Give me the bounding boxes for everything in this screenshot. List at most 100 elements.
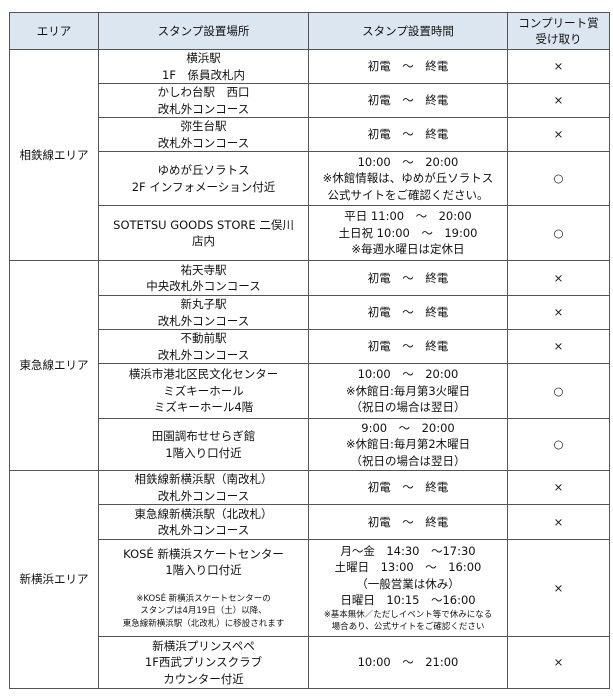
location-cell: 弥生台駅改札外コンコース	[98, 117, 309, 152]
hours-cell: 10:00 ～ 20:00 ※休館情報は、ゆめが丘ソラトス 公式サイトをご確認くださ…	[308, 151, 508, 206]
location-cell: 東急線新横浜駅（北改札） 改札外コンコース	[98, 504, 309, 540]
table-row: 新丸子駅改札外コンコース 初電 ～ 終電 ×	[10, 295, 610, 330]
location-line: 改札外コンコース	[157, 135, 250, 150]
location-line: 新丸子駅	[180, 297, 227, 311]
location-cell: 横浜市港北区民文化センター ミズキーホール ミズキーホール4階	[98, 363, 309, 419]
location-line: 店内	[192, 234, 215, 248]
complete-status: ×	[507, 504, 610, 540]
location-line: 1F西武プリンスクラブ	[144, 655, 263, 670]
hours-cell: 初電 ～ 終電	[308, 49, 508, 84]
location-line: 新横浜プリンスペペ	[152, 638, 255, 653]
location-line: 中央改札外コンコース	[146, 279, 261, 293]
hours-line: 公式サイトをご確認ください。	[327, 187, 489, 202]
table-row: 田園調布せせらぎ館 1階入り口付近 9:00 ～ 20:00 ※休館日:毎月第2木曜日…	[10, 418, 610, 471]
location-line: 祐天寺駅	[180, 262, 227, 277]
hours-cell: 初電 ～ 終電	[308, 117, 508, 152]
hours-line: ※休館日:毎月第2木曜日	[345, 437, 471, 452]
location-cell: SOTETSU GOODS STORE 二俣川 店内	[98, 205, 309, 261]
hours-line: 初電 ～ 終電	[367, 305, 449, 320]
location-line: 横浜駅	[186, 51, 221, 65]
location-note-line: ※KOSÉ 新横浜スケートセンターの	[136, 593, 271, 604]
location-line: 田園調布せせらぎ館	[151, 429, 256, 443]
hours-line: 10:00 ～ 20:00	[357, 367, 459, 382]
location-line: 1F 係員改札内	[162, 67, 245, 82]
header-complete-line: コンプリート賞	[518, 15, 599, 30]
table-row: 東急線エリア 祐天寺駅 中央改札外コンコース 初電 ～ 終電 ×	[9, 260, 610, 471]
location-cell: 田園調布せせらぎ館 1階入り口付近	[98, 418, 309, 471]
hours-line: 初電 ～ 終電	[367, 480, 449, 495]
location-cell: 横浜駅 1F 係員改札内	[98, 49, 309, 84]
hours-line: 初電 ～ 終電	[367, 127, 449, 142]
table-row: 横浜市港北区民文化センター ミズキーホール ミズキーホール4階 10:00 ～ 20:…	[10, 363, 610, 419]
table-row: かしわ台駅 西口 改札外コンコース 初電 ～ 終電 ×	[10, 83, 610, 118]
location-line: 弥生台駅	[180, 119, 227, 133]
area-cell: 新横浜エリア	[9, 470, 99, 689]
complete-status: ×	[507, 329, 610, 364]
hours-line: 土日祝 10:00 ～ 19:00	[338, 225, 478, 240]
hours-note-line: ※基本無休／ただしイベント等で休みになる	[323, 609, 493, 620]
location-line: 1階入り口付近	[165, 563, 242, 578]
hours-line: 土曜日 13:00 ～ 16:00	[334, 560, 482, 574]
location-line: ゆめが丘ソラトス	[157, 163, 250, 177]
complete-status: ○	[507, 363, 610, 419]
hours-cell: 初電 ～ 終電	[308, 504, 508, 540]
complete-status: ×	[507, 295, 610, 330]
location-line: 相鉄線新横浜駅（南改札）	[134, 472, 273, 486]
location-line: 改札外コンコース	[157, 101, 250, 116]
table-row: SOTETSU GOODS STORE 二俣川 店内 平日 11:00 ～ 20:0…	[10, 205, 610, 261]
table-row: 新横浜エリア 相鉄線新横浜駅（南改札） 改札外コンコース 初電 ～ 終電 ×	[9, 470, 610, 689]
location-line: 改札外コンコース	[157, 488, 250, 503]
hours-line: ※毎週水曜日は定休日	[351, 242, 465, 257]
location-cell: ゆめが丘ソラトス 2F インフォメーション付近	[98, 151, 309, 206]
table-row: 不動前駅 改札外コンコース 初電 ～ 終電 ×	[10, 329, 610, 364]
complete-status: ×	[507, 260, 610, 296]
hours-cell: 月～金 14:30 ～17:30 土曜日 13:00 ～ 16:00 （一般営業は休…	[308, 539, 508, 637]
hours-cell: 初電 ～ 終電	[308, 329, 508, 364]
location-line: カウンター付近	[163, 671, 244, 686]
location-note-line: スタンプは4月19日（土）以降、	[140, 606, 267, 617]
hours-line: 10:00 ～ 20:00	[357, 154, 459, 169]
complete-status: ×	[507, 636, 610, 689]
hours-line: 日曜日 10:15 ～16:00	[340, 593, 476, 607]
hours-cell: 10:00 ～ 21:00	[308, 636, 508, 689]
location-line: ミズキーホール4階	[153, 400, 254, 415]
hours-line: 初電 ～ 終電	[367, 59, 449, 74]
header-location: スタンプ設置場所	[98, 12, 309, 50]
table-row: 新横浜プリンスペペ 1F西武プリンスクラブ カウンター付近 10:00 ～ 21:00…	[10, 636, 610, 689]
complete-status: ○	[507, 418, 610, 471]
stamp-location-table: エリア スタンプ設置場所 スタンプ設置時間 コンプリート賞 受け取り 相鉄線エリ…	[9, 12, 610, 689]
hours-line: ※休館日:毎月第3火曜日	[345, 383, 471, 398]
complete-status: ○	[507, 205, 610, 261]
hours-line: 初電 ～ 終電	[367, 270, 449, 285]
complete-status: ×	[507, 470, 610, 505]
table-row: 弥生台駅 改札外コンコース 初電 ～ 終電 ×	[10, 117, 610, 152]
location-line: 横浜市港北区民文化センター	[128, 367, 279, 382]
spacer	[101, 579, 306, 593]
hours-line: 10:00 ～ 21:00	[357, 655, 459, 670]
hours-line: （一般営業は休み）	[356, 576, 460, 591]
hours-line: 月～金 14:30 ～17:30	[340, 543, 476, 558]
location-line: 改札外コンコース	[157, 347, 250, 362]
table-row: ゆめが丘ソラトス 2F インフォメーション付近 10:00 ～ 20:00 ※休館情報…	[10, 151, 610, 206]
table-header-row: エリア スタンプ設置場所 スタンプ設置時間 コンプリート賞 受け取り	[9, 12, 610, 50]
hours-line: （祝日の場合は翌日）	[350, 400, 466, 415]
area-cell: 相鉄線エリア	[9, 49, 99, 261]
header-area: エリア	[9, 12, 99, 50]
header-complete: コンプリート賞 受け取り	[507, 12, 610, 50]
location-line: 2F インフォメーション付近	[131, 179, 276, 194]
header-hours: スタンプ設置時間	[308, 12, 508, 50]
complete-status: ×	[507, 83, 610, 118]
location-cell: 新丸子駅改札外コンコース	[98, 295, 309, 330]
hours-cell: 初電 ～ 終電	[308, 83, 508, 118]
hours-line: （祝日の場合は翌日）	[350, 453, 466, 468]
location-line: 改札外コンコース	[157, 313, 250, 328]
hours-cell: 平日 11:00 ～ 20:00 土日祝 10:00 ～ 19:00 ※毎週水曜日は…	[308, 205, 508, 261]
complete-status: ×	[507, 539, 610, 637]
table-row: 相鉄線エリア 横浜駅 1F 係員改札内 初電 ～ 終電 ×	[9, 49, 610, 261]
hours-cell: 初電 ～ 終電	[308, 260, 508, 296]
hours-cell: 10:00 ～ 20:00 ※休館日:毎月第3火曜日 （祝日の場合は翌日）	[308, 363, 508, 419]
complete-status: ○	[507, 151, 610, 206]
location-cell: 新横浜プリンスペペ 1F西武プリンスクラブ カウンター付近	[98, 636, 309, 689]
hours-cell: 初電 ～ 終電	[308, 295, 508, 330]
hours-cell: 初電 ～ 終電	[308, 470, 508, 505]
